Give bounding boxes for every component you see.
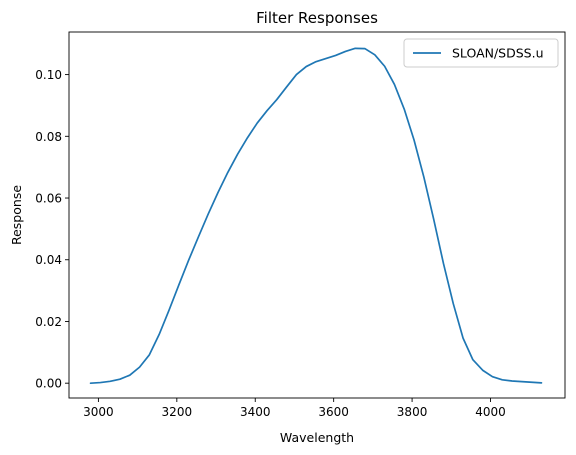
- plot-area: [89, 47, 543, 385]
- x-axis-label: Wavelength: [280, 430, 354, 445]
- legend-label: SLOAN/SDSS.u: [452, 46, 544, 61]
- x-tick-label: 3800: [397, 405, 428, 419]
- axes-frame: [68, 31, 566, 399]
- legend: SLOAN/SDSS.u: [403, 38, 559, 68]
- x-tick-label: 4000: [475, 405, 506, 419]
- x-tick-label: 3000: [83, 405, 114, 419]
- y-tick-label: 0.00: [35, 377, 62, 391]
- y-tick-label: 0.04: [35, 253, 62, 267]
- x-tick-label: 3600: [318, 405, 349, 419]
- y-axis: 0.00 0.02 0.04 0.06 0.08 0.10: [35, 68, 69, 391]
- x-tick-label: 3200: [162, 405, 193, 419]
- y-tick-label: 0.08: [35, 130, 62, 144]
- y-axis-label: Response: [9, 185, 24, 245]
- y-tick-label: 0.06: [35, 192, 62, 206]
- x-axis: 3000 3200 3400 3600 3800 4000: [83, 398, 506, 419]
- series-line-sloan-sdss-u: [89, 47, 543, 385]
- y-tick-label: 0.02: [35, 315, 62, 329]
- legend-box: [403, 38, 559, 68]
- chart-title: Filter Responses: [256, 9, 378, 27]
- x-tick-label: 3400: [240, 405, 271, 419]
- y-tick-label: 0.10: [35, 68, 62, 82]
